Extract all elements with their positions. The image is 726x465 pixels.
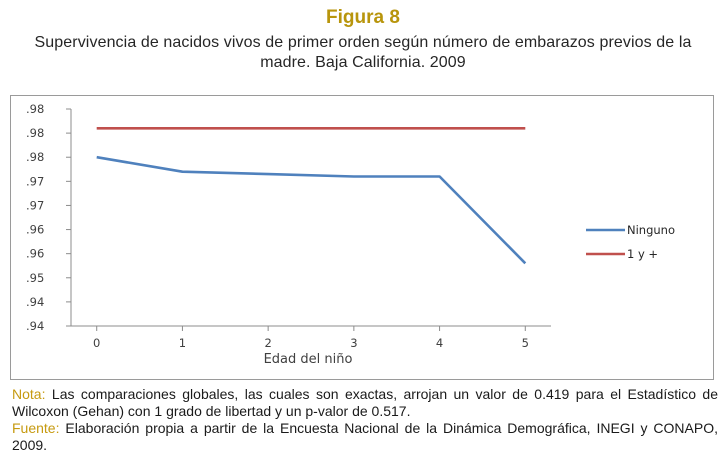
series-lines	[96, 126, 527, 265]
legend-label: 1 y +	[627, 247, 658, 261]
source-text: Elaboración propia a partir de la Encues…	[12, 420, 718, 453]
y-tick-label: .98	[26, 150, 44, 164]
x-tick-label: 0	[93, 336, 100, 350]
figure-notes: Nota: Las comparaciones globales, las cu…	[12, 386, 718, 454]
y-tick-label: .95	[26, 271, 44, 285]
y-tick-label: .96	[26, 223, 44, 237]
y-tick-label: .96	[26, 247, 44, 261]
legend: Ninguno 1 y +	[586, 223, 675, 261]
x-tick-label: 5	[522, 336, 529, 350]
legend-label: Ninguno	[627, 223, 675, 237]
x-tick-label: 4	[436, 336, 443, 350]
y-tick-label: .97	[26, 174, 44, 188]
y-tick-label: .98	[26, 102, 44, 116]
chart-frame: .94 .94 .95 .96 .96 .97 .97 .98 .98 .98 0 1 2 3 4 5 Ni…	[10, 95, 714, 380]
series-line-ninguno	[96, 155, 527, 265]
x-tick-label: 1	[179, 336, 186, 350]
x-tick-label: 3	[350, 336, 357, 350]
y-tick-label: .94	[26, 295, 44, 309]
x-axis: 0 1 2 3 4 5	[71, 325, 551, 350]
x-tick-label: 2	[264, 336, 271, 350]
y-tick-label: .97	[26, 198, 44, 212]
y-tick-label: .98	[26, 126, 44, 140]
note-text: Las comparaciones globales, las cuales s…	[12, 386, 719, 419]
note-label: Nota:	[12, 386, 46, 402]
y-tick-label: .94	[26, 319, 44, 333]
note-paragraph: Nota: Las comparaciones globales, las cu…	[12, 386, 718, 420]
source-paragraph: Fuente: Elaboración propia a partir de l…	[12, 420, 718, 454]
source-label: Fuente:	[12, 420, 60, 436]
figure-subtitle: Supervivencia de nacidos vivos de primer…	[34, 34, 692, 71]
figure-title: Figura 8	[326, 7, 400, 28]
y-axis: .94 .94 .95 .96 .96 .97 .97 .98 .98 .98	[26, 102, 72, 333]
line-chart: .94 .94 .95 .96 .96 .97 .97 .98 .98 .98 0 1 2 3 4 5 Ni…	[26, 102, 675, 367]
x-axis-label: Edad del niño	[264, 352, 353, 367]
